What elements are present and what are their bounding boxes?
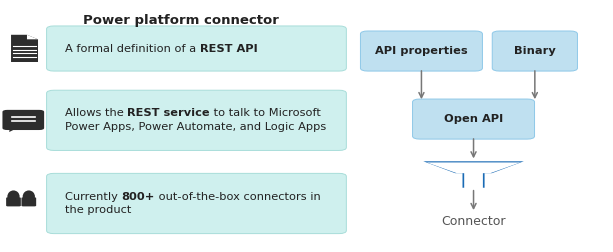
- Polygon shape: [9, 128, 17, 132]
- Polygon shape: [11, 35, 38, 62]
- Text: A formal definition of a: A formal definition of a: [65, 44, 200, 53]
- Text: the product: the product: [65, 205, 131, 215]
- Polygon shape: [427, 163, 520, 189]
- Text: Allows the: Allows the: [65, 108, 128, 118]
- Polygon shape: [27, 35, 38, 39]
- FancyBboxPatch shape: [492, 31, 577, 71]
- FancyBboxPatch shape: [47, 26, 346, 71]
- Text: to talk to Microsoft: to talk to Microsoft: [210, 108, 321, 118]
- Text: REST API: REST API: [200, 44, 257, 53]
- Text: Power platform connector: Power platform connector: [83, 14, 279, 27]
- FancyBboxPatch shape: [6, 197, 21, 206]
- Text: out-of-the-box connectors in: out-of-the-box connectors in: [155, 192, 321, 202]
- Text: Open API: Open API: [444, 114, 503, 124]
- FancyBboxPatch shape: [2, 110, 44, 130]
- FancyBboxPatch shape: [47, 90, 346, 150]
- Text: 800+: 800+: [121, 192, 155, 202]
- Text: Binary: Binary: [514, 46, 556, 56]
- FancyBboxPatch shape: [47, 173, 346, 234]
- Ellipse shape: [7, 191, 20, 203]
- FancyBboxPatch shape: [21, 197, 36, 206]
- Text: REST service: REST service: [128, 108, 210, 118]
- Polygon shape: [423, 161, 524, 188]
- Text: Power Apps, Power Automate, and Logic Apps: Power Apps, Power Automate, and Logic Ap…: [65, 122, 326, 132]
- FancyBboxPatch shape: [360, 31, 482, 71]
- Text: Currently: Currently: [65, 192, 121, 202]
- Text: API properties: API properties: [375, 46, 468, 56]
- FancyBboxPatch shape: [413, 99, 535, 139]
- Text: Connector: Connector: [441, 215, 506, 228]
- Ellipse shape: [23, 191, 35, 203]
